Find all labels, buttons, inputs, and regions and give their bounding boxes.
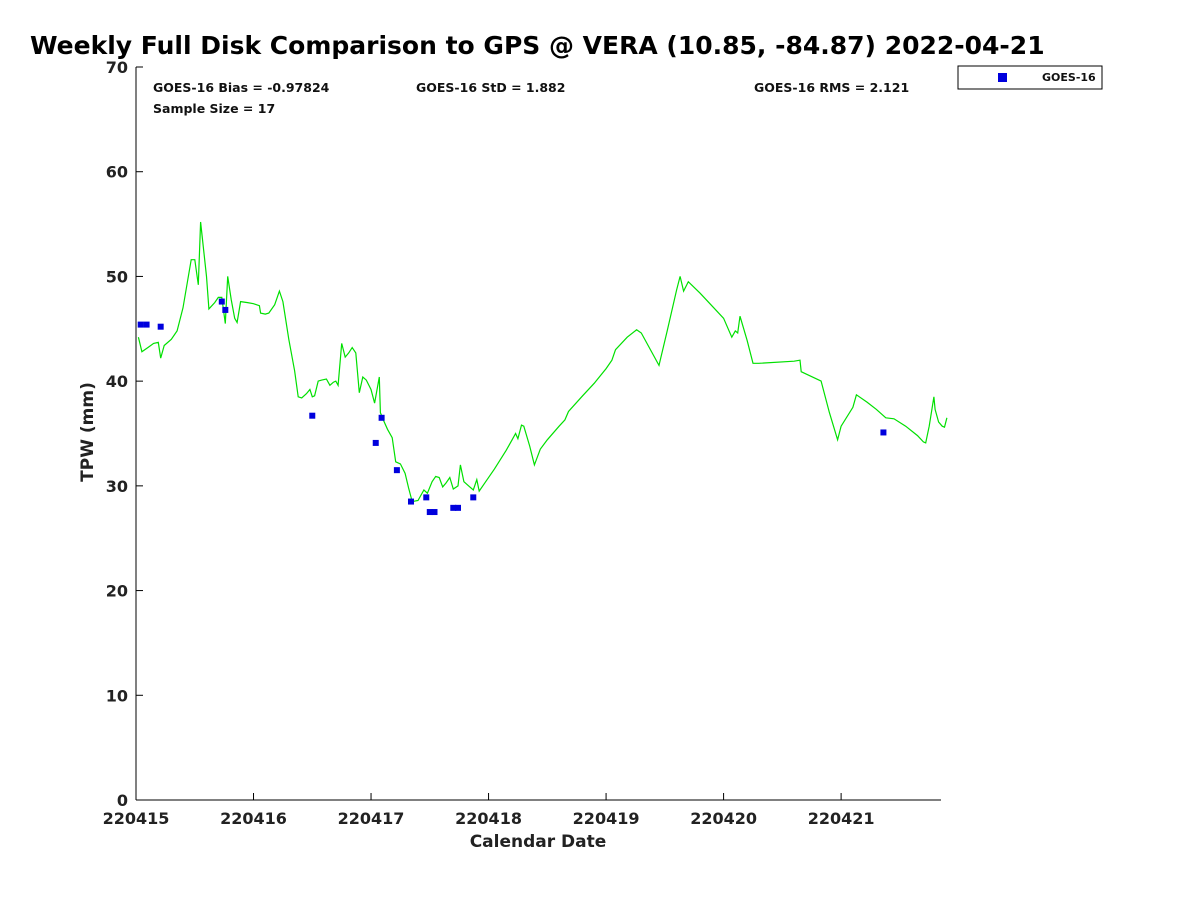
legend-marker [998, 73, 1007, 82]
stat-sample-size: Sample Size = 17 [153, 101, 275, 116]
y-ticks: 0 10 20 30 40 50 60 70 [106, 58, 143, 810]
goes16-point [450, 504, 457, 511]
goes16-point [426, 509, 433, 516]
legend: GOES-16 [957, 65, 1103, 90]
y-tick-label: 70 [106, 58, 128, 77]
y-tick-label: 50 [106, 267, 128, 286]
axes: 0 10 20 30 40 50 60 70 220415 220416 220417 220418… [103, 58, 941, 828]
x-tick-label: 220416 [220, 809, 287, 828]
goes16-point [470, 494, 477, 501]
stat-bias: GOES-16 Bias = -0.97824 [153, 80, 330, 95]
goes16-point [455, 504, 461, 511]
y-tick-label: 10 [106, 686, 128, 705]
x-tick-label: 220420 [690, 809, 757, 828]
plot-area [137, 221, 948, 516]
goes16-point [309, 412, 316, 419]
x-ticks: 220415 220416 220417 220418 220419 220420 2204… [103, 793, 875, 828]
chart-title: Weekly Full Disk Comparison to GPS @ VER… [30, 31, 1045, 60]
goes16-point [372, 439, 379, 446]
y-axis-label: TPW (mm) [78, 382, 98, 482]
series-marker-layer [137, 298, 887, 516]
goes16-point [393, 467, 400, 474]
series-line-layer [137, 221, 948, 503]
gps-tpw-line [137, 221, 948, 503]
x-axis-label: Calendar Date [470, 832, 607, 852]
y-tick-label: 60 [106, 163, 128, 182]
stat-std: GOES-16 StD = 1.882 [416, 80, 565, 95]
y-tick-label: 20 [106, 582, 128, 601]
x-tick-label: 220418 [455, 809, 522, 828]
goes16-point [423, 494, 430, 501]
y-tick-label: 30 [106, 477, 128, 496]
goes16-point [222, 306, 229, 313]
goes16-point [378, 414, 385, 421]
legend-label-goes16: GOES-16 [1042, 71, 1096, 84]
y-tick-label: 40 [106, 372, 128, 391]
goes16-point [218, 298, 225, 305]
goes16-point [880, 429, 887, 436]
goes16-point [137, 321, 144, 328]
x-tick-label: 220417 [338, 809, 405, 828]
goes16-point [407, 498, 414, 505]
legend-box [957, 65, 1103, 90]
x-tick-label: 220421 [808, 809, 875, 828]
goes16-point [143, 321, 150, 328]
x-tick-label: 220415 [103, 809, 170, 828]
stat-rms: GOES-16 RMS = 2.121 [754, 80, 909, 95]
goes16-point [431, 509, 438, 516]
goes16-point [157, 323, 164, 330]
y-tick-label: 0 [117, 791, 128, 810]
x-tick-label: 220419 [573, 809, 640, 828]
